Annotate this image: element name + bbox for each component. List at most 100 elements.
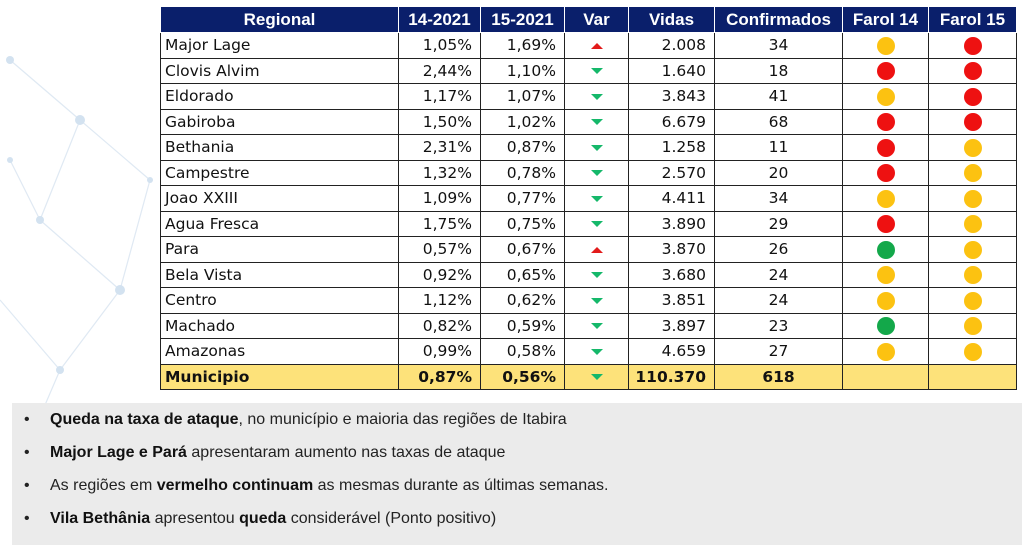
confirmados-cell: 34 xyxy=(714,32,843,59)
yellow-status-dot-icon xyxy=(963,164,982,182)
table-container: Regional 14-2021 15-2021 Var Vidas Confi… xyxy=(160,6,1017,390)
arrow-down-icon xyxy=(590,119,603,126)
bullet-text-bold: vermelho continuam xyxy=(156,477,314,494)
variation-cell xyxy=(564,312,629,339)
table-row: Campestre 1,32% 0,78% 2.570 20 xyxy=(160,159,1017,186)
regional-cell: Para xyxy=(160,236,399,263)
vidas-cell: 3.843 xyxy=(628,83,715,110)
variation-cell xyxy=(564,159,629,186)
farol-14-cell xyxy=(842,185,929,212)
arrow-up-icon xyxy=(590,246,603,253)
bullet-text: Vila Bethânia apresentou queda considerá… xyxy=(50,510,496,528)
header-var: Var xyxy=(564,6,629,33)
arrow-down-icon xyxy=(590,68,603,75)
header-farol-15: Farol 15 xyxy=(928,6,1017,33)
farol-14-cell xyxy=(842,134,929,161)
confirmados-cell: 68 xyxy=(714,108,843,135)
table-row: Amazonas 0,99% 0,58% 4.659 27 xyxy=(160,338,1017,365)
variation-cell xyxy=(564,134,629,161)
rate-week-15-cell: 0,59% xyxy=(480,312,565,339)
farol-14-cell xyxy=(842,338,929,365)
regional-cell: Municipio xyxy=(160,363,399,390)
farol-14-cell xyxy=(842,261,929,288)
red-status-dot-icon xyxy=(876,164,895,182)
rate-week-15-cell: 1,02% xyxy=(480,108,565,135)
vidas-cell: 3.680 xyxy=(628,261,715,288)
variation-cell xyxy=(564,108,629,135)
rate-week-15-cell: 1,07% xyxy=(480,83,565,110)
farol-14-cell xyxy=(842,32,929,59)
regional-cell: Eldorado xyxy=(160,83,399,110)
vidas-cell: 2.570 xyxy=(628,159,715,186)
green-status-dot-icon xyxy=(876,317,895,335)
arrow-up-icon xyxy=(590,42,603,49)
rate-week-14-cell: 1,50% xyxy=(398,108,481,135)
farol-14-cell xyxy=(842,57,929,84)
farol-14-cell xyxy=(842,363,929,390)
farol-15-cell xyxy=(928,185,1017,212)
red-status-dot-icon xyxy=(876,215,895,233)
regional-rates-table: Regional 14-2021 15-2021 Var Vidas Confi… xyxy=(160,6,1017,390)
rate-week-14-cell: 0,99% xyxy=(398,338,481,365)
regional-cell: Bela Vista xyxy=(160,261,399,288)
variation-cell xyxy=(564,287,629,314)
rate-week-14-cell: 1,32% xyxy=(398,159,481,186)
bullet-text: As regiões em vermelho continuam as mesm… xyxy=(50,477,608,495)
rate-week-14-cell: 0,92% xyxy=(398,261,481,288)
farol-14-cell xyxy=(842,83,929,110)
variation-cell xyxy=(564,57,629,84)
rate-week-15-cell: 0,77% xyxy=(480,185,565,212)
table-row: Bela Vista 0,92% 0,65% 3.680 24 xyxy=(160,261,1017,288)
farol-15-cell xyxy=(928,159,1017,186)
regional-cell: Machado xyxy=(160,312,399,339)
confirmados-cell: 20 xyxy=(714,159,843,186)
yellow-status-dot-icon xyxy=(876,36,895,55)
farol-15-cell xyxy=(928,261,1017,288)
rate-week-14-cell: 2,44% xyxy=(398,57,481,84)
red-status-dot-icon xyxy=(876,138,895,157)
header-vidas: Vidas xyxy=(628,6,715,33)
yellow-status-dot-icon xyxy=(963,266,982,284)
table-row: Bethania 2,31% 0,87% 1.258 11 xyxy=(160,134,1017,161)
bullet-marker: • xyxy=(24,444,30,461)
rate-week-14-cell: 2,31% xyxy=(398,134,481,161)
yellow-status-dot-icon xyxy=(876,342,895,361)
variation-cell xyxy=(564,338,629,365)
farol-15-cell xyxy=(928,108,1017,135)
bullet-text-bold: Vila Bethânia xyxy=(50,510,151,527)
vidas-cell: 110.370 xyxy=(628,363,715,390)
regional-cell: Major Lage xyxy=(160,32,399,59)
rate-week-15-cell: 0,78% xyxy=(480,159,565,186)
arrow-down-icon xyxy=(590,374,603,381)
farol-15-cell xyxy=(928,57,1017,84)
farol-15-cell xyxy=(928,83,1017,110)
rate-week-14-cell: 1,12% xyxy=(398,287,481,314)
arrow-down-icon xyxy=(590,323,603,330)
arrow-down-icon xyxy=(590,195,603,202)
header-week-15: 15-2021 xyxy=(480,6,565,33)
rate-week-15-cell: 1,10% xyxy=(480,57,565,84)
rate-week-15-cell: 1,69% xyxy=(480,32,565,59)
regional-cell: Clovis Alvim xyxy=(160,57,399,84)
regional-cell: Centro xyxy=(160,287,399,314)
confirmados-cell: 27 xyxy=(714,338,843,365)
farol-14-cell xyxy=(842,287,929,314)
bullet-text-regular: apresentaram aumento nas taxas de ataque xyxy=(186,444,506,461)
yellow-status-dot-icon xyxy=(876,266,895,284)
header-farol-14: Farol 14 xyxy=(842,6,929,33)
rate-week-14-cell: 0,57% xyxy=(398,236,481,263)
vidas-cell: 3.890 xyxy=(628,210,715,237)
farol-15-cell xyxy=(928,134,1017,161)
bullet-marker: • xyxy=(24,510,30,527)
farol-15-cell xyxy=(928,236,1017,263)
yellow-status-dot-icon xyxy=(963,317,982,335)
vidas-cell: 4.411 xyxy=(628,185,715,212)
arrow-down-icon xyxy=(590,93,603,100)
variation-cell xyxy=(564,83,629,110)
rate-week-15-cell: 0,65% xyxy=(480,261,565,288)
table-row: Major Lage 1,05% 1,69% 2.008 34 xyxy=(160,32,1017,59)
regional-cell: Joao XXIII xyxy=(160,185,399,212)
arrow-down-icon xyxy=(590,272,603,279)
bullet-text-regular: , no município e maioria das regiões de … xyxy=(238,411,567,428)
regional-cell: Amazonas xyxy=(160,338,399,365)
